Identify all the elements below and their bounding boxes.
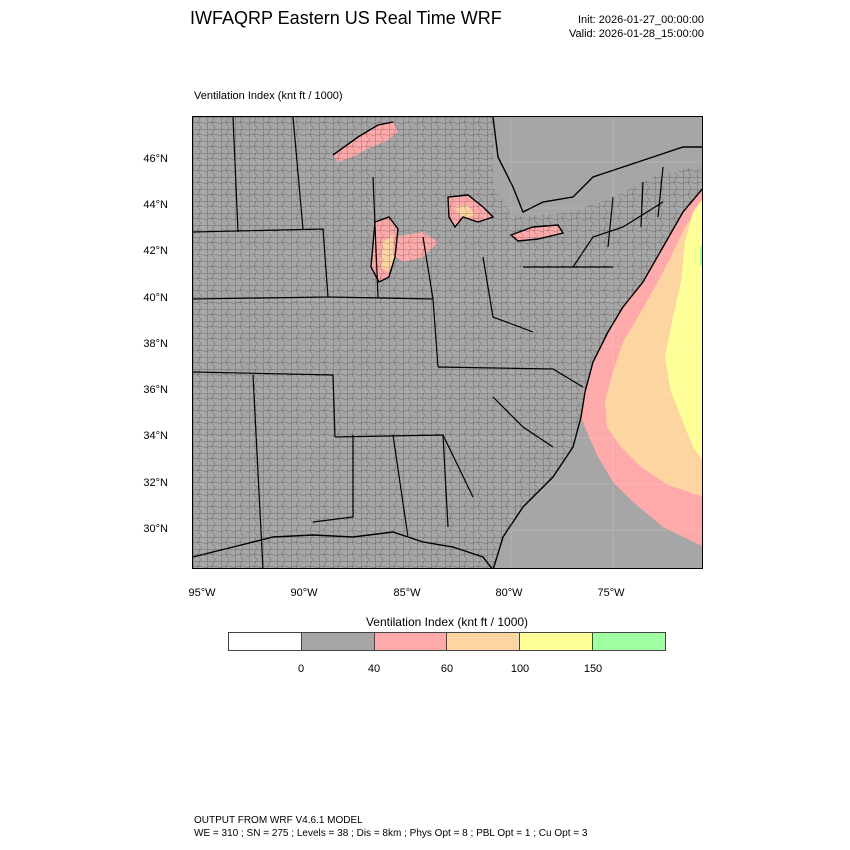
lat-label-44: 44°N (143, 199, 168, 211)
colorbar-box (520, 633, 594, 650)
panel-label: Ventilation Index (knt ft / 1000) (194, 90, 343, 102)
colorbar-label: 150 (583, 663, 603, 675)
lon-label-90: 90°W (290, 587, 318, 599)
colorbar-box (229, 633, 302, 650)
colorbar-title: Ventilation Index (knt ft / 1000) (365, 615, 529, 629)
lat-label-40: 40°N (143, 292, 168, 304)
county-grid-overlay (193, 117, 702, 568)
lat-label-38: 38°N (143, 338, 168, 350)
ocean-green-spot (700, 244, 702, 266)
map-panel (192, 116, 703, 569)
lon-label-75: 75°W (597, 587, 625, 599)
colorbar-box (374, 633, 448, 650)
lat-label-34: 34°N (143, 430, 168, 442)
lat-label-32: 32°N (143, 477, 168, 489)
model-info-line2: WE = 310 ; SN = 275 ; Levels = 38 ; Dis … (194, 828, 588, 839)
colorbar-label: 60 (440, 663, 454, 675)
state-borders (193, 117, 664, 568)
colorbar-box (447, 633, 521, 650)
colorbar-label: 0 (297, 663, 305, 675)
ocean-peach-field (605, 204, 702, 497)
lon-label-95: 95°W (188, 587, 216, 599)
model-info-line1: OUTPUT FROM WRF V4.6.1 MODEL (194, 815, 363, 826)
lat-label-36: 36°N (143, 384, 168, 396)
colorbar-box (301, 633, 375, 650)
lon-label-80: 80°W (495, 587, 523, 599)
lat-label-30: 30°N (143, 523, 168, 535)
ocean-yellow-field (665, 199, 702, 460)
graticule (193, 117, 702, 568)
valid-time: Valid: 2026-01-28_15:00:00 (569, 28, 704, 40)
lat-label-46: 46°N (143, 153, 168, 165)
lat-label-42: 42°N (143, 245, 168, 257)
colorbar-label: 100 (510, 663, 530, 675)
lon-label-85: 85°W (393, 587, 421, 599)
init-time: Init: 2026-01-27_00:00:00 (578, 14, 704, 26)
plot-title: IWFAQRP Eastern US Real Time WRF (190, 8, 502, 28)
coastline (193, 117, 702, 568)
colorbar (228, 632, 666, 651)
map-canvas (193, 117, 702, 568)
colorbar-label: 40 (367, 663, 381, 675)
colorbar-box (593, 633, 665, 650)
